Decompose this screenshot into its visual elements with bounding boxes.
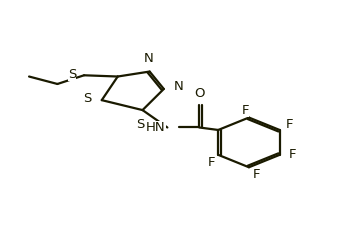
Text: F: F (207, 156, 215, 169)
Text: S: S (83, 92, 91, 106)
Text: F: F (288, 148, 296, 161)
Text: N: N (144, 52, 154, 65)
Text: F: F (252, 168, 260, 181)
Text: HN: HN (146, 121, 166, 134)
Text: S: S (68, 68, 76, 80)
Text: F: F (286, 118, 293, 132)
Text: F: F (242, 104, 249, 117)
Text: S: S (137, 118, 145, 130)
Text: O: O (195, 87, 205, 100)
Text: N: N (174, 80, 183, 94)
